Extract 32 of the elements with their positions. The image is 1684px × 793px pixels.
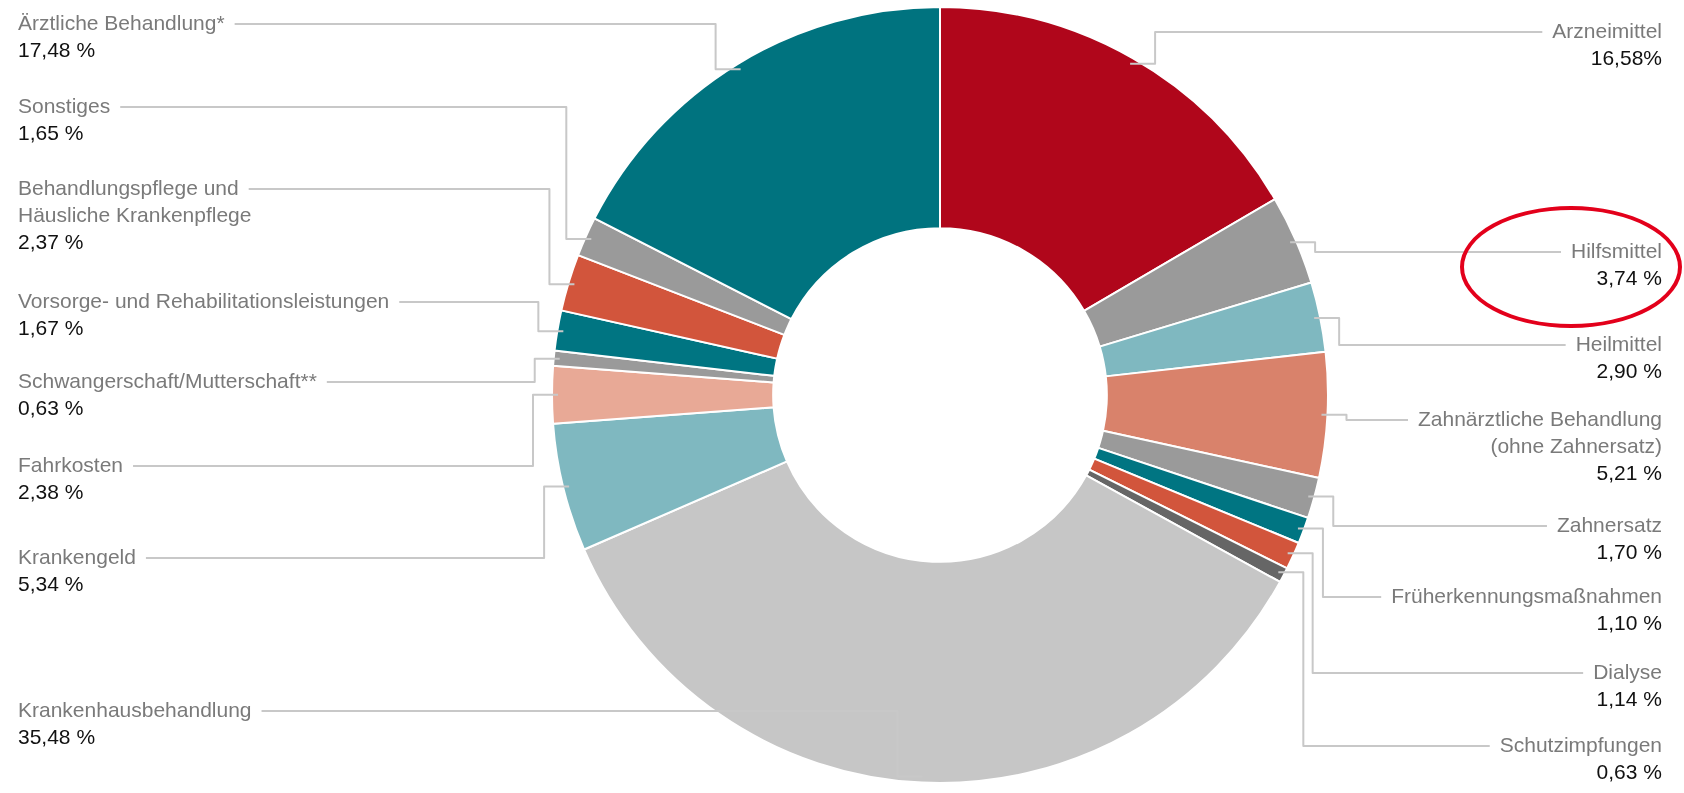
data-label: 5,21 % bbox=[1596, 460, 1662, 484]
slice-label: Vorsorge- und Rehabilitationsleistungen bbox=[18, 288, 390, 312]
slice-label: Zahnärztliche Behandlung (ohne Zahnersatz) bbox=[1417, 406, 1662, 457]
slice-label: Ärztliche Behandlung* bbox=[18, 10, 225, 34]
slice-label: Hilfsmittel bbox=[1570, 238, 1662, 262]
slice-label: Schwangerschaft/Mutterschaft** bbox=[18, 368, 317, 392]
slice-label: Krankenhausbehandlung bbox=[18, 697, 252, 721]
slice-label: Früherkennungsmaßnahmen bbox=[1391, 583, 1662, 607]
data-label: 2,38 % bbox=[18, 479, 84, 503]
data-label: 0,63 % bbox=[18, 395, 84, 419]
slice-label: Krankengeld bbox=[18, 544, 136, 568]
slice-label: Behandlungspflege und Häusliche Krankenpflege bbox=[18, 175, 252, 226]
data-label: 2,37 % bbox=[18, 229, 84, 253]
slice-label: Zahnersatz bbox=[1556, 512, 1662, 536]
data-label: 2,90 % bbox=[1596, 358, 1662, 382]
slice-label: Arzneimittel bbox=[1552, 18, 1662, 42]
data-label: 1,70 % bbox=[1596, 539, 1662, 563]
data-label: 0,63 % bbox=[1596, 759, 1662, 783]
data-label: 35,48 % bbox=[18, 724, 96, 748]
slice-label: Sonstiges bbox=[18, 93, 111, 117]
slice-label: Dialyse bbox=[1593, 659, 1662, 683]
slice-label: Schutzimpfungen bbox=[1499, 732, 1662, 756]
data-label: 1,14 % bbox=[1596, 686, 1662, 710]
data-label: 16,58% bbox=[1590, 45, 1662, 69]
data-label: 3,74 % bbox=[1596, 265, 1662, 289]
data-label: 5,34 % bbox=[18, 571, 84, 595]
slice-label: Fahrkosten bbox=[18, 452, 124, 476]
data-label: 17,48 % bbox=[18, 37, 96, 61]
slice-label: Heilmittel bbox=[1575, 331, 1662, 355]
data-label: 1,67 % bbox=[18, 315, 84, 339]
data-label: 1,10 % bbox=[1596, 610, 1662, 634]
data-label: 1,65 % bbox=[18, 120, 84, 144]
